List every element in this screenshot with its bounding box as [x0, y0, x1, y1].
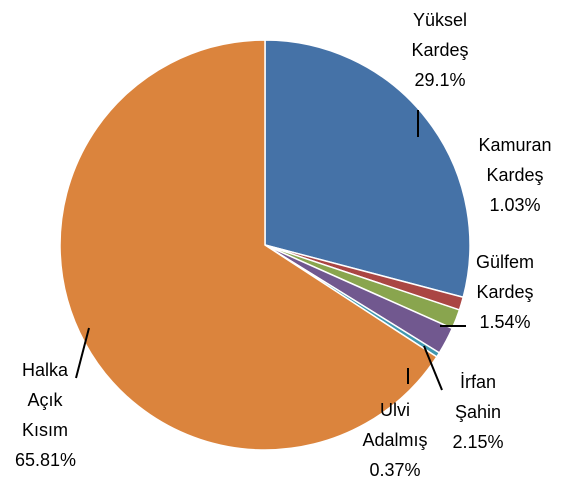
category-name: Ulvi Adalmış — [362, 400, 428, 450]
category-name: Kamuran Kardeş — [478, 135, 552, 185]
slice-label: Kamuran Kardeş 1.03% — [470, 130, 560, 220]
value-label: 0.37% — [369, 460, 421, 480]
slice-label: Yüksel Kardeş 29.1% — [400, 5, 480, 95]
value-label: 29.1% — [414, 70, 466, 90]
category-name: Yüksel Kardeş — [411, 10, 469, 60]
category-name: Halka Açık Kısım — [21, 360, 69, 440]
category-name: Gülfem Kardeş — [475, 252, 535, 302]
leader-line — [75, 327, 90, 379]
category-name: İrfan Şahin — [454, 372, 502, 422]
value-label: 1.03% — [489, 195, 541, 215]
pie-slice — [264, 39, 471, 299]
value-label: 65.81% — [15, 450, 77, 470]
slice-label: Halka Açık Kısım 65.81% — [15, 355, 77, 475]
slices — [59, 39, 471, 451]
slice-label: İrfan Şahin 2.15% — [438, 367, 518, 457]
value-label: 1.54% — [479, 312, 531, 332]
value-label: 2.15% — [452, 432, 504, 452]
slice-label: Ulvi Adalmış 0.37% — [355, 395, 435, 485]
slice-label: Gülfem Kardeş 1.54% — [465, 247, 545, 337]
leader-line — [423, 345, 443, 391]
